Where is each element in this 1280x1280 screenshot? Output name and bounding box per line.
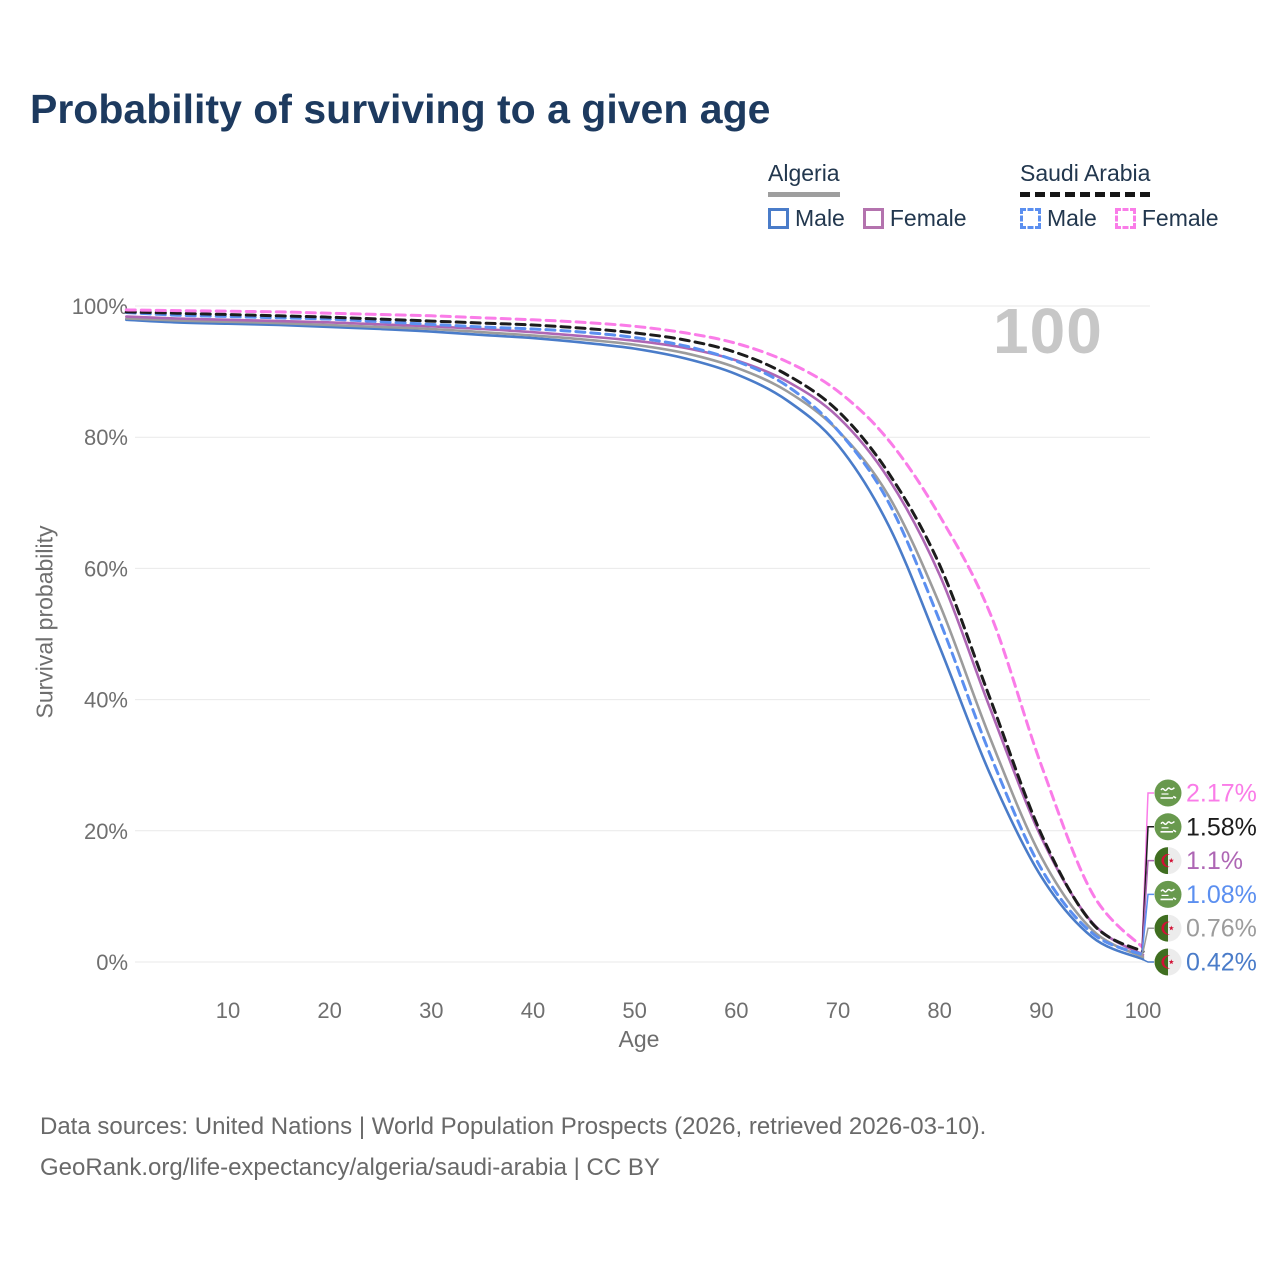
end-value-label-algeria-male: 0.42% [1186,949,1257,977]
legend-item-label: Male [795,205,845,231]
algeria-flag-icon [1154,948,1182,976]
legend-item-label: Male [1047,205,1097,231]
curve-saudi-arabia-male [124,311,1145,957]
end-label-connector [1141,958,1154,963]
x-tick-label: 50 [622,998,646,1023]
end-label-connector [1141,893,1154,955]
algeria-flag-icon [1154,847,1182,875]
y-tick-label: 40% [84,688,128,713]
x-tick-label: 10 [216,998,240,1023]
x-tick-label: 60 [724,998,748,1023]
legend-group-algeria: Algeria Male Female [768,160,967,232]
end-value-label-algeria-female: 1.1% [1186,847,1243,875]
y-tick-label: 80% [84,425,128,450]
legend-item-label: Female [889,205,967,231]
curve-algeria [125,317,1145,959]
end-label-connector [1141,859,1154,955]
saudi-arabia-flag-icon [1154,813,1182,841]
legend-country-saudi-arabia: Saudi Arabia [1020,160,1151,197]
x-axis-title: Age [618,1026,660,1052]
footer-line-sources: Data sources: United Nations | World Pop… [40,1113,987,1140]
saudi-female-swatch-icon [1114,208,1136,229]
footer-line-attribution: GeoRank.org/life-expectancy/algeria/saud… [40,1154,660,1181]
end-value-label-algeria: 0.76% [1186,915,1257,943]
algeria-male-swatch-icon [768,208,789,229]
algeria-flag-icon [1154,914,1182,942]
saudi-arabia-flag-icon [1154,880,1182,908]
legend-group-saudi-arabia: Saudi Arabia Male Female [1020,160,1219,232]
y-tick-label: 0% [96,950,128,975]
legend-item-algeria-female[interactable]: Female [862,205,967,232]
x-tick-label: 100 [1125,998,1162,1023]
page-title: Probability of surviving to a given age [30,86,771,132]
age-100-watermark: 100 [993,295,1103,367]
x-tick-label: 70 [826,998,850,1023]
end-value-label-saudi-arabia-male: 1.08% [1186,881,1257,909]
legend-item-algeria-male[interactable]: Male [768,205,845,232]
legend-country-algeria: Algeria [768,160,840,197]
x-tick-label: 20 [317,998,341,1023]
end-label-connector [1141,826,1154,952]
end-value-label-saudi-arabia: 1.58% [1186,813,1257,841]
x-tick-label: 90 [1029,998,1053,1023]
curve-algeria-male [125,318,1145,961]
legend-item-saudi-female[interactable]: Female [1114,205,1219,232]
data-sources-footer: Data sources: United Nations | World Pop… [40,1106,986,1188]
saudi-arabia-flag-icon [1154,779,1182,807]
x-tick-label: 80 [927,998,951,1023]
y-tick-label: 60% [84,556,128,581]
curve-algeria-female [125,315,1145,957]
curve-saudi-arabia-female [124,308,1145,950]
x-tick-label: 40 [521,998,545,1023]
legend-item-label: Female [1141,205,1219,231]
y-tick-label: 20% [84,819,128,844]
curve-saudi-arabia [124,310,1145,954]
algeria-female-swatch-icon [862,208,884,229]
legend-item-saudi-male[interactable]: Male [1020,205,1097,232]
saudi-male-swatch-icon [1020,208,1041,229]
end-value-label-saudi-arabia-female: 2.17% [1186,780,1257,808]
end-label-connector [1141,927,1154,958]
y-tick-label: 100% [72,294,128,319]
x-tick-label: 30 [419,998,443,1023]
